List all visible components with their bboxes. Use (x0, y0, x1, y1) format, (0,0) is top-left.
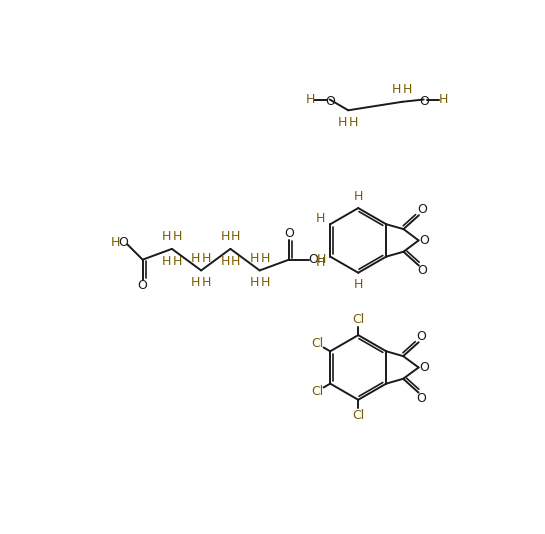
Text: H: H (191, 252, 201, 265)
Text: Cl: Cl (311, 385, 323, 398)
Text: H: H (403, 83, 412, 96)
Text: O: O (138, 279, 148, 292)
Text: H: H (220, 255, 229, 268)
Text: H: H (354, 190, 363, 203)
Text: H: H (316, 256, 325, 269)
Text: Cl: Cl (311, 337, 323, 350)
Text: O: O (417, 264, 427, 278)
Text: H: H (202, 276, 211, 289)
Text: H: H (231, 230, 240, 243)
Text: H: H (349, 116, 358, 129)
Text: O: O (325, 95, 336, 107)
Text: Cl: Cl (352, 313, 365, 326)
Text: H: H (438, 93, 447, 106)
Text: H: H (220, 230, 229, 243)
Text: O: O (417, 203, 427, 216)
Text: H: H (338, 116, 348, 129)
Text: H: H (306, 93, 315, 106)
Text: H: H (162, 255, 171, 268)
Text: O: O (420, 95, 429, 107)
Text: H: H (231, 255, 240, 268)
Text: O: O (284, 227, 294, 240)
Text: H: H (162, 230, 171, 243)
Text: O: O (419, 361, 429, 374)
Text: O: O (118, 235, 128, 249)
Text: H: H (250, 276, 259, 289)
Text: H: H (250, 252, 259, 265)
Text: H: H (202, 252, 211, 265)
Text: H: H (261, 252, 270, 265)
Text: H: H (317, 253, 326, 266)
Text: O: O (417, 391, 427, 405)
Text: H: H (392, 83, 402, 96)
Text: H: H (173, 230, 182, 243)
Text: O: O (419, 234, 429, 247)
Text: O: O (417, 331, 427, 343)
Text: H: H (261, 276, 270, 289)
Text: O: O (308, 253, 318, 266)
Text: H: H (173, 255, 182, 268)
Text: H: H (191, 276, 201, 289)
Text: H: H (316, 212, 325, 225)
Text: Cl: Cl (352, 409, 365, 422)
Text: H: H (111, 235, 120, 249)
Text: H: H (354, 278, 363, 291)
